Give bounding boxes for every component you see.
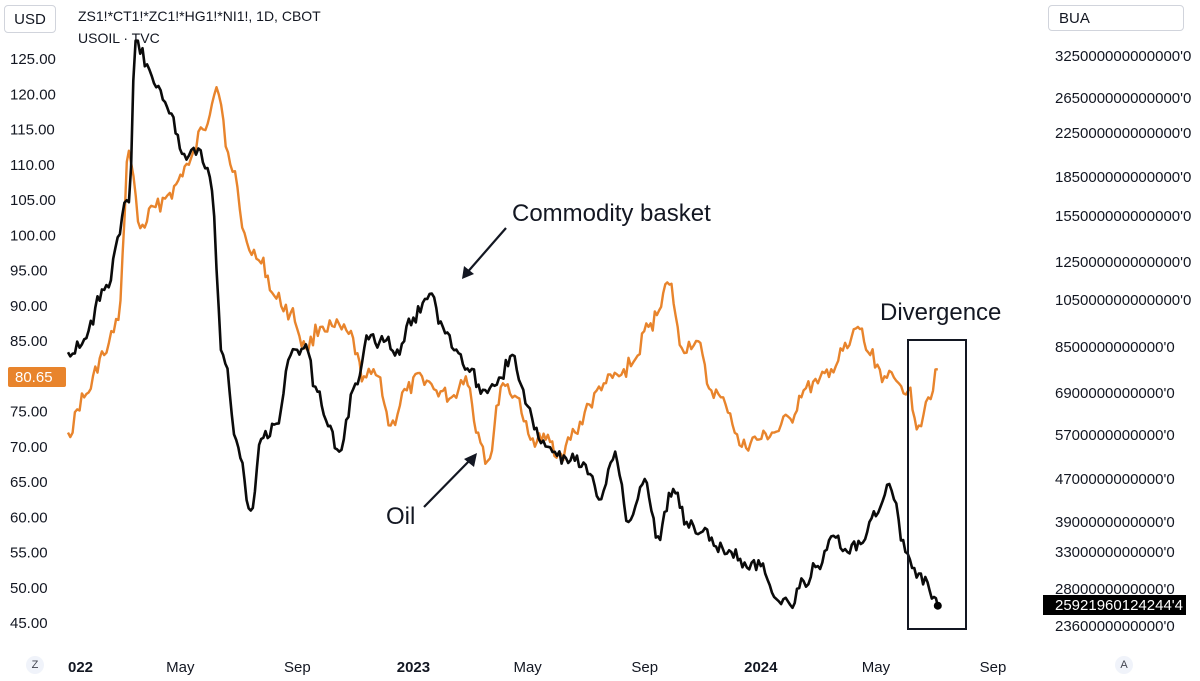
right-tick-label: 105000000000000'0 [1055, 292, 1191, 309]
left-tick-label: 45.00 [10, 615, 48, 632]
left-tick-label: 125.00 [10, 51, 56, 68]
left-tick-label: 85.00 [10, 333, 48, 350]
right-axis-ticks: 325000000000000'0 265000000000000'0 225000… [1055, 48, 1191, 635]
right-scale-label[interactable]: BUA [1048, 5, 1184, 31]
left-axis-ticks: 125.00 120.00 115.00 110.00 105.00 100.00 95.0… [10, 51, 56, 632]
right-tick-label: 325000000000000'0 [1055, 48, 1191, 65]
left-scale-text: USD [14, 10, 46, 28]
auto-scale-label: A [1120, 659, 1128, 671]
right-tick-label: 155000000000000'0 [1055, 208, 1191, 225]
right-tick-label: 4700000000000'0 [1055, 471, 1175, 488]
x-tick-label: 2024 [744, 659, 778, 676]
right-tick-label: 5700000000000'0 [1055, 427, 1175, 444]
right-tick-label: 6900000000000'0 [1055, 385, 1175, 402]
oil-price-tag-text: 80.65 [15, 369, 53, 386]
left-tick-label: 105.00 [10, 192, 56, 209]
basket-last-point [933, 601, 942, 610]
left-tick-label: 90.00 [10, 298, 48, 315]
left-tick-label: 60.00 [10, 509, 48, 526]
left-tick-label: 100.00 [10, 227, 56, 244]
left-tick-label: 65.00 [10, 474, 48, 491]
right-tick-label: 2800000000000'0 [1055, 581, 1175, 598]
right-tick-label: 225000000000000'0 [1055, 125, 1191, 142]
right-tick-label: 8500000000000'0 [1055, 339, 1175, 356]
x-tick-label: Sep [980, 659, 1007, 676]
oil-series-line [66, 86, 938, 465]
x-tick-label: 022 [68, 659, 93, 676]
oil-price-tag: 80.65 [8, 367, 66, 387]
divergence-annotation: Divergence [880, 299, 1001, 326]
basket-value-tag-text: 25921960124244'4 [1055, 597, 1183, 614]
right-tick-label: 265000000000000'0 [1055, 90, 1191, 107]
right-tick-label: 3300000000000'0 [1055, 544, 1175, 561]
left-tick-label: 70.00 [10, 439, 48, 456]
right-tick-label: 2360000000000'0 [1055, 618, 1175, 635]
x-tick-label: May [862, 659, 891, 676]
left-tick-label: 55.00 [10, 545, 48, 562]
right-scale-text: BUA [1059, 9, 1090, 27]
left-tick-label: 50.00 [10, 580, 48, 597]
auto-scale-button[interactable]: A [1115, 656, 1133, 674]
divergence-box [907, 339, 967, 630]
x-tick-label: Sep [284, 659, 311, 676]
left-tick-label: 75.00 [10, 404, 48, 421]
left-tick-label: 95.00 [10, 263, 48, 280]
right-tick-label: 3900000000000'0 [1055, 514, 1175, 531]
right-tick-label: 125000000000000'0 [1055, 254, 1191, 271]
left-tick-label: 115.00 [10, 122, 55, 139]
basket-series-line [66, 39, 940, 610]
basket-arrow [462, 227, 507, 279]
x-axis-ticks: 022 May Sep 2023 May Sep 2024 May Sep [68, 659, 1006, 676]
series-legend-basket[interactable]: ZS1!*CT1!*ZC1!*HG1!*NI1!, 1D, CBOT [78, 8, 321, 24]
oil-arrow [423, 453, 477, 508]
x-tick-label: Sep [631, 659, 658, 676]
left-scale-label[interactable]: USD [4, 5, 56, 33]
x-tick-label: 2023 [397, 659, 430, 676]
left-tick-label: 120.00 [10, 86, 56, 103]
oil-annotation: Oil [386, 503, 415, 530]
x-tick-label: May [513, 659, 542, 676]
left-tick-label: 110.00 [10, 157, 55, 174]
x-tick-label: May [166, 659, 195, 676]
basket-value-tag: 25921960124244'4 [1043, 595, 1186, 615]
right-tick-label: 185000000000000'0 [1055, 169, 1191, 186]
zoom-reset-button[interactable]: Z [26, 656, 44, 674]
basket-annotation: Commodity basket [512, 200, 711, 227]
zoom-reset-label: Z [31, 659, 39, 671]
